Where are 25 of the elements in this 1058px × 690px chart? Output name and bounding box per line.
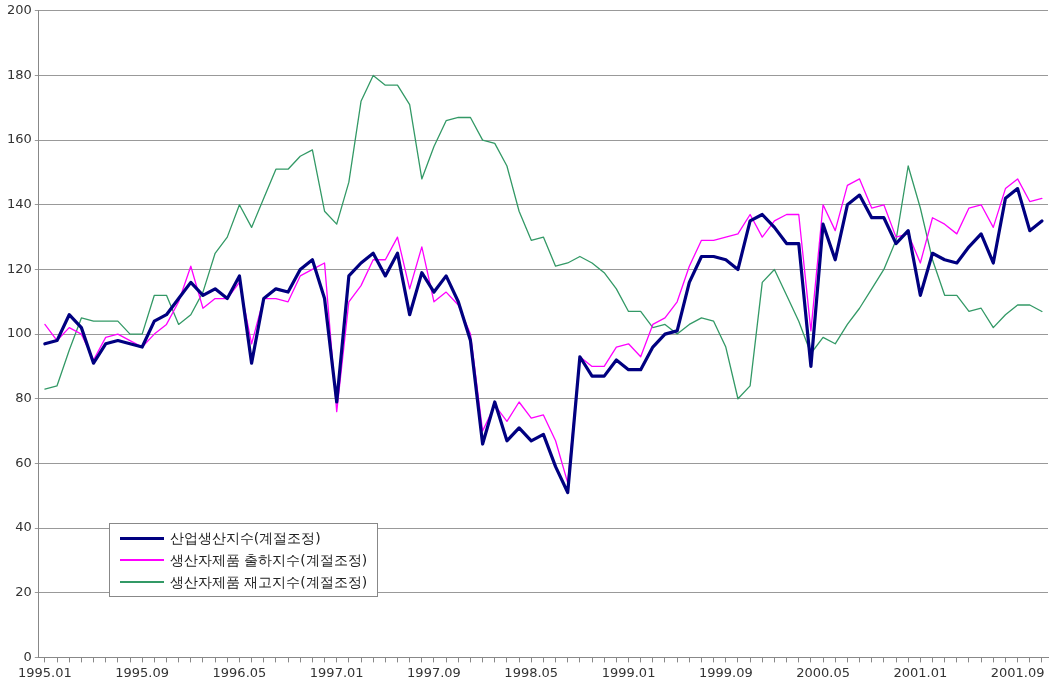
x-tick-label: 1995.09 xyxy=(115,664,170,680)
legend-label: 산업생산지수(계절조정) xyxy=(169,529,321,549)
y-tick-label: 140 xyxy=(6,196,32,212)
y-tick-label: 100 xyxy=(6,325,32,341)
y-tick-label: 160 xyxy=(6,131,32,147)
x-tick-label: 1998.05 xyxy=(504,664,559,680)
y-tick-label: 20 xyxy=(15,584,32,600)
y-tick-label: 180 xyxy=(6,66,32,82)
legend-label: 생산자제품 재고지수(계절조정) xyxy=(169,573,368,593)
x-tick-label: 1997.01 xyxy=(309,664,364,680)
x-tick-label: 2001.01 xyxy=(893,664,948,680)
y-tick-label: 200 xyxy=(6,2,32,18)
x-tick-label: 1999.09 xyxy=(698,664,753,680)
y-tick-label: 40 xyxy=(15,519,32,535)
x-tick-label: 1997.09 xyxy=(407,664,461,680)
y-tick-label: 60 xyxy=(15,454,32,470)
x-tick-label: 2001.09 xyxy=(990,664,1045,680)
x-tick-label: 1999.01 xyxy=(601,664,656,680)
y-tick-label: 80 xyxy=(15,390,32,406)
y-tick-label: 120 xyxy=(6,260,32,276)
x-tick-label: 1995.01 xyxy=(18,664,72,680)
x-tick-label: 1996.05 xyxy=(212,664,267,680)
legend-label: 생산자제품 출하지수(계절조정) xyxy=(169,551,368,571)
x-tick-label: 2000.05 xyxy=(796,664,850,680)
y-tick-label: 0 xyxy=(23,648,32,664)
